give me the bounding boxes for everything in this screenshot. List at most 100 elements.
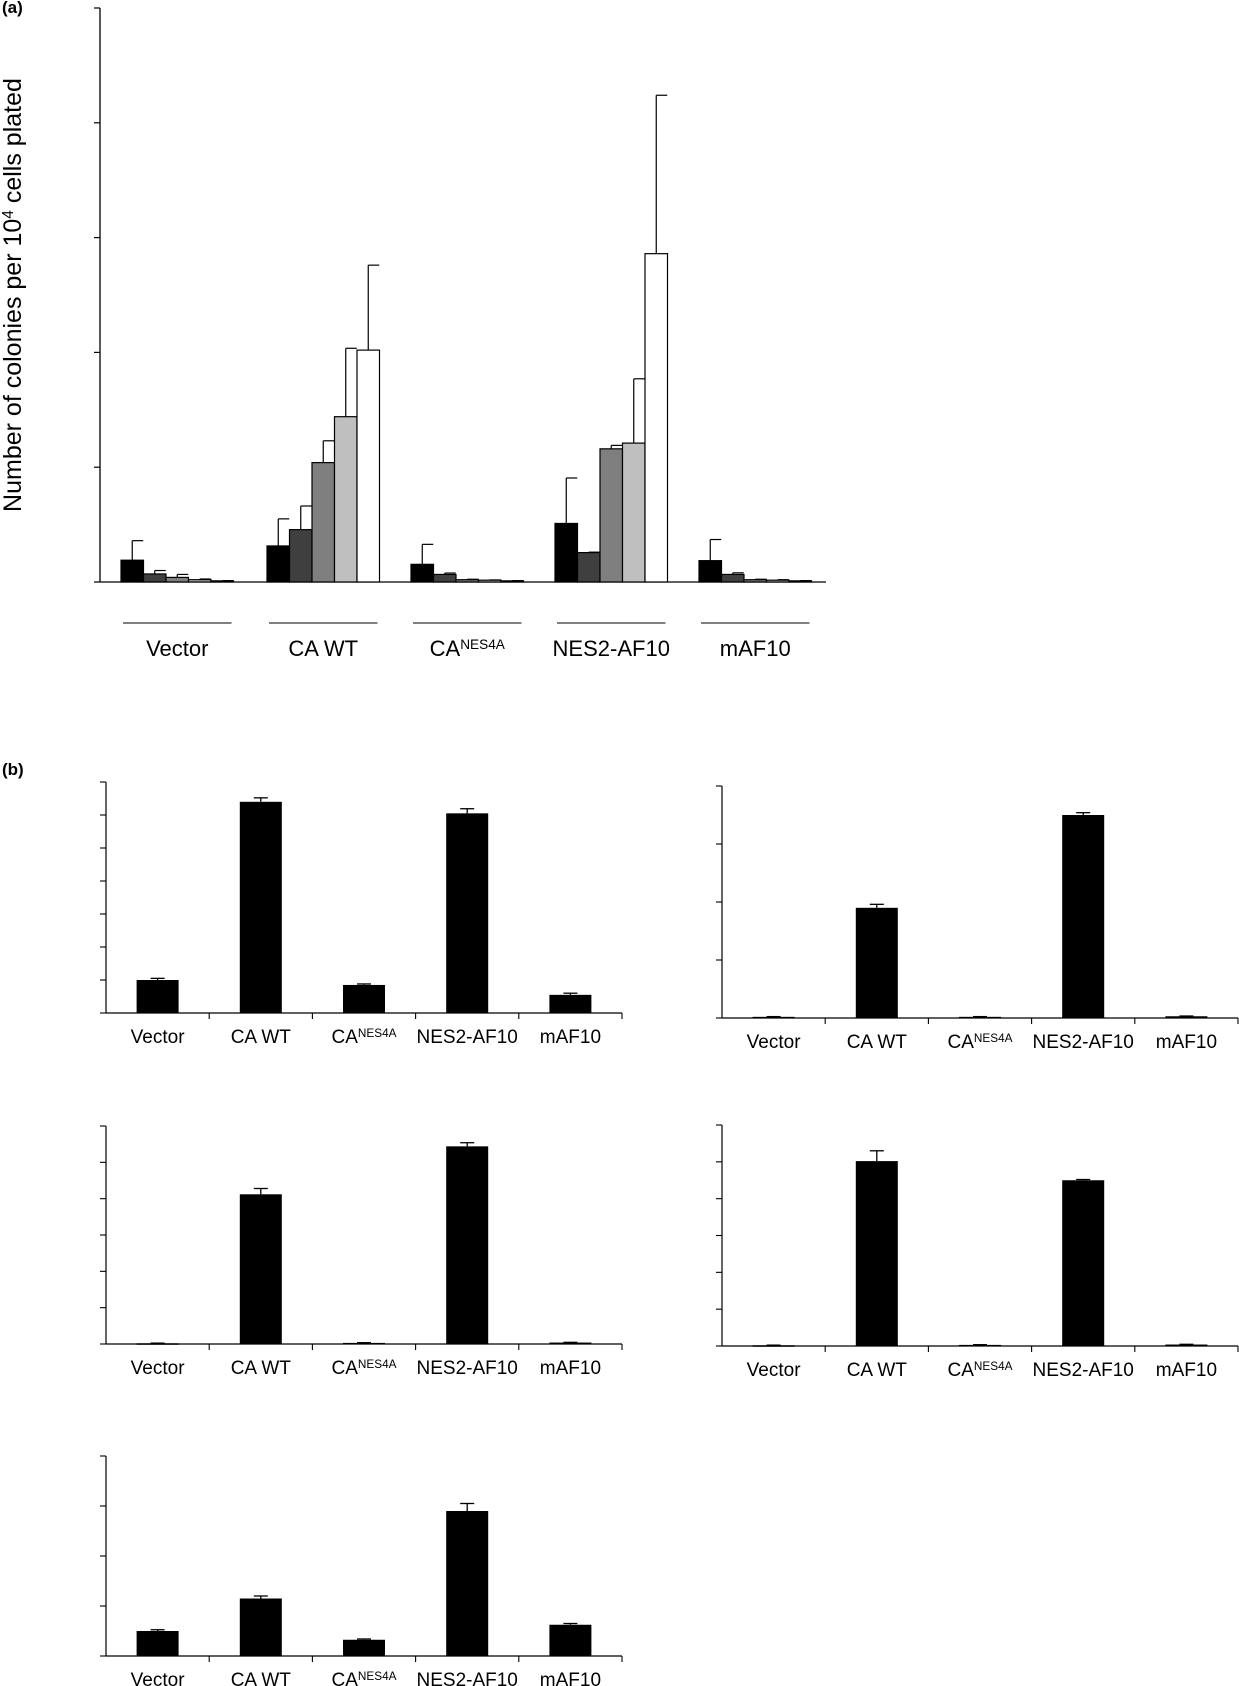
category-label-superscript: NES4A <box>974 1360 1013 1373</box>
category-label: mAF10 <box>540 1358 601 1379</box>
bar <box>1062 1180 1105 1346</box>
category-label-text: CA <box>332 1358 359 1379</box>
category-label-text: NES2-AF10 <box>1033 1032 1134 1053</box>
category-label: NES2-AF10 <box>417 1027 518 1048</box>
bar <box>165 576 190 583</box>
group-label: CA WT <box>288 636 358 661</box>
category-label: CA WT <box>231 1027 292 1048</box>
category-label: Vector <box>131 1358 186 1379</box>
category-label: Vector <box>131 1670 186 1686</box>
colonies-chart: Number of colonies per 104 cells plated V… <box>0 7 826 661</box>
bar <box>120 559 145 583</box>
group-label: NES2-AF10 <box>553 636 670 661</box>
category-label-text: Vector <box>747 1360 802 1381</box>
bar <box>554 522 579 583</box>
bar <box>599 448 624 583</box>
bar <box>187 579 212 583</box>
category-label-text: CA WT <box>847 1032 908 1053</box>
category-label: CANES4A <box>332 1027 397 1049</box>
category-label-text: mAF10 <box>540 1358 601 1379</box>
category-label-text: CA WT <box>231 1670 292 1686</box>
hoxa7-chart: Vector CA WT CANES4A NES2-AF10 mAF10 <box>716 785 1239 1054</box>
bar <box>343 984 385 1013</box>
category-label-superscript: NES4A <box>358 1670 397 1683</box>
category-label: CA WT <box>231 1670 292 1686</box>
group-label-superscript: NES4A <box>460 637 506 652</box>
bar <box>432 573 457 583</box>
category-label: Vector <box>747 1360 802 1381</box>
bar <box>311 462 336 583</box>
category-label: NES2-AF10 <box>417 1670 518 1686</box>
category-label-text: NES2-AF10 <box>417 1670 518 1686</box>
group-label-text: mAF10 <box>720 636 791 661</box>
category-label-text: CA <box>948 1032 975 1053</box>
bar <box>136 1343 179 1345</box>
group-label: CANES4A <box>430 636 506 661</box>
category-label-text: NES2-AF10 <box>1033 1360 1134 1381</box>
category-label-text: Vector <box>131 1358 186 1379</box>
bar <box>455 579 480 583</box>
bar <box>446 1146 489 1344</box>
category-label: mAF10 <box>540 1027 601 1048</box>
bar <box>549 994 592 1013</box>
bar <box>549 1624 592 1656</box>
category-label: NES2-AF10 <box>1033 1360 1134 1381</box>
y-axis-title-text: Number of colonies per 10 <box>0 219 27 512</box>
bar <box>136 980 179 1013</box>
hoxa9-chart: Vector CA WT CANES4A NES2-AF10 mAF10 <box>100 1125 623 1379</box>
category-label: Vector <box>131 1027 186 1048</box>
category-label: mAF10 <box>540 1670 601 1686</box>
bar <box>720 573 745 583</box>
bar <box>855 907 898 1018</box>
bar <box>752 1016 795 1019</box>
bar <box>210 580 235 583</box>
bar <box>765 579 790 583</box>
y-axis-title-tail: cells plated <box>0 78 27 210</box>
category-label: CA WT <box>231 1358 292 1379</box>
y-axis-title: Number of colonies per 104 cells plated <box>0 78 27 512</box>
hoxa10-chart: Vector CA WT CANES4A NES2-AF10 mAF10 <box>716 1124 1239 1382</box>
bar <box>698 560 723 583</box>
panel-b-label: (b) <box>2 760 24 779</box>
bar <box>410 563 435 583</box>
y-axis-title-superscript: 4 <box>0 210 17 219</box>
category-label: NES2-AF10 <box>1033 1032 1134 1053</box>
bar <box>752 1345 795 1347</box>
category-label-superscript: NES4A <box>358 1027 397 1040</box>
group-label-text: CA WT <box>288 636 358 661</box>
bar <box>239 801 282 1013</box>
category-label-superscript: NES4A <box>974 1032 1013 1045</box>
category-label-text: NES2-AF10 <box>417 1358 518 1379</box>
bar <box>855 1161 898 1346</box>
category-label-text: CA WT <box>847 1360 908 1381</box>
category-label-text: mAF10 <box>1156 1032 1217 1053</box>
category-label: mAF10 <box>1156 1032 1217 1053</box>
category-label: CANES4A <box>948 1032 1013 1054</box>
category-label: CANES4A <box>948 1360 1013 1382</box>
category-label-text: Vector <box>131 1670 186 1686</box>
bar <box>959 1016 1001 1019</box>
bar <box>142 573 167 583</box>
category-label-text: CA <box>948 1360 975 1381</box>
category-label-text: CA WT <box>231 1027 292 1048</box>
bar <box>743 579 768 583</box>
bar <box>288 529 313 583</box>
category-label-text: CA WT <box>231 1358 292 1379</box>
category-label-text: mAF10 <box>540 1670 601 1686</box>
category-label-text: CA <box>332 1670 359 1686</box>
bar <box>343 1639 385 1656</box>
category-label-text: Vector <box>131 1027 186 1048</box>
bar <box>1165 1344 1208 1347</box>
category-label-superscript: NES4A <box>358 1358 397 1371</box>
bar <box>266 545 291 583</box>
category-label: CA WT <box>847 1360 908 1381</box>
bar <box>239 1598 282 1656</box>
bar <box>1062 815 1105 1018</box>
bar <box>576 552 601 583</box>
category-label-text: mAF10 <box>1156 1360 1217 1381</box>
group-label: mAF10 <box>720 636 791 661</box>
bar <box>644 253 669 583</box>
bar <box>500 580 525 583</box>
category-label-text: NES2-AF10 <box>417 1027 518 1048</box>
group-label: Vector <box>146 636 208 661</box>
